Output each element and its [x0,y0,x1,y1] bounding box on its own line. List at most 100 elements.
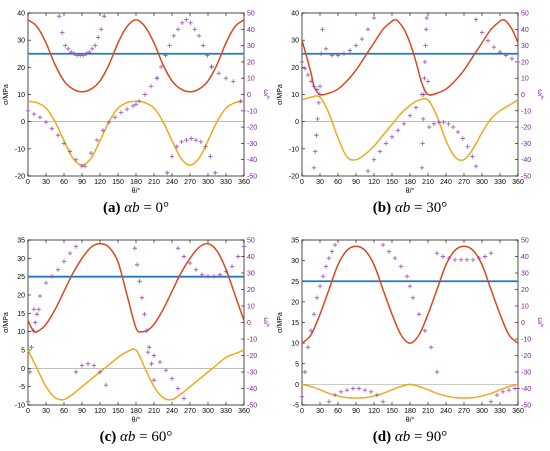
omega-marker [365,168,371,174]
omega-marker [485,38,491,43]
x-tick-label: 0 [300,179,304,186]
caption-eq: = 0° [140,200,169,216]
x-tick-label: 30 [316,179,324,186]
caption-eq: = 60° [135,429,172,445]
x-tick-label: 270 [184,179,196,186]
x-tick-label: 0 [26,408,30,415]
omega-marker [61,141,67,146]
omega-marker [479,30,485,35]
omega-marker [464,257,470,262]
omega-marker [500,389,506,394]
y-tick-label: 40 [291,11,299,18]
caption-eq: = 90° [410,429,447,445]
omega-marker [503,53,509,58]
omega-marker [407,284,413,289]
y2-tick-label: 50 [521,11,529,18]
omega-marker [317,92,323,97]
omega-marker [422,59,428,65]
omega-marker [154,76,160,81]
omega-marker [316,100,321,105]
caption-param: αb [395,429,411,445]
omega-marker [332,242,338,248]
omega-marker [37,293,43,299]
omega-marker [201,43,206,48]
y2-tick-label: 0 [247,320,251,327]
omega-marker [314,295,320,300]
y2-tick-label: -50 [521,174,531,181]
y2-tick-label: 0 [521,320,525,327]
omega-marker [407,113,413,118]
omega-marker [73,244,79,249]
omega-marker [87,49,92,55]
y2-tick-label: -30 [247,370,257,377]
x-tick-label: 210 [148,408,160,415]
omega-marker [356,386,362,391]
omega-marker [416,312,422,317]
x-tick-label: 150 [386,179,398,186]
omega-marker [85,361,91,366]
x-tick-label: 120 [94,179,106,186]
omega-marker [323,46,329,52]
omega-marker [184,137,189,143]
y-tick-label: 35 [291,238,299,245]
omega-marker [302,369,308,375]
y2-tick-label: 40 [247,27,255,34]
omega-marker [317,84,323,89]
omega-marker [49,274,55,279]
omega-marker [473,164,479,169]
y2-tick-label: 30 [521,271,529,278]
omega-marker [33,320,38,325]
omega-marker [60,30,65,35]
y2-tick-label: -20 [247,125,257,132]
caption-label: (b) [373,200,395,216]
omega-marker [383,141,389,146]
y2-tick-label: 30 [247,43,255,50]
caption-param: αb [124,200,140,216]
omega-marker [424,15,429,21]
x-tick-label: 300 [202,179,214,186]
caption-param: αb [395,200,411,216]
x-axis-label: θ/° [132,187,141,195]
omega-marker [482,254,488,259]
omega-marker [241,244,247,249]
omega-marker [25,399,31,404]
plot-frame [27,12,245,177]
x-tick-label: 0 [26,179,30,186]
omega-marker [497,49,503,55]
omega-marker [311,84,317,89]
omega-marker [422,328,428,333]
omega-marker [425,79,431,84]
omega-marker [332,392,338,398]
omega-marker [398,264,404,269]
x-tick-label: 60 [334,179,342,186]
omega-marker [308,328,314,333]
omega-marker [142,312,147,317]
y2-tick-label: 40 [521,254,529,261]
y-tick-label: 20 [17,293,25,300]
omega-marker [344,387,350,393]
x-tick-label: 60 [334,408,342,415]
y-tick-label: 0 [295,382,299,389]
omega-marker [494,392,500,398]
omega-marker [81,53,86,58]
omega-marker [175,386,181,391]
omega-marker [299,394,305,399]
omega-marker [241,108,247,113]
y2-tick-label: -30 [521,141,531,148]
red-series-line [27,19,245,93]
omega-marker [314,133,319,138]
y-axis-label: σ/MPa [3,84,10,105]
y-tick-label: -20 [289,174,299,181]
omega-marker [305,345,311,350]
orange-series-line [301,95,519,162]
omega-marker [205,53,210,58]
y2-tick-label: -40 [521,386,531,393]
omega-marker [335,53,341,58]
omega-marker [37,115,43,120]
omega-marker [386,249,392,254]
x-tick-label: 60 [60,179,68,186]
omega-marker [313,149,318,154]
chart-panel-3: 0 30 60 90 120 150 180 210 240 270 300 330 360-50510… [277,238,544,446]
x-tick-label: 150 [386,408,398,415]
